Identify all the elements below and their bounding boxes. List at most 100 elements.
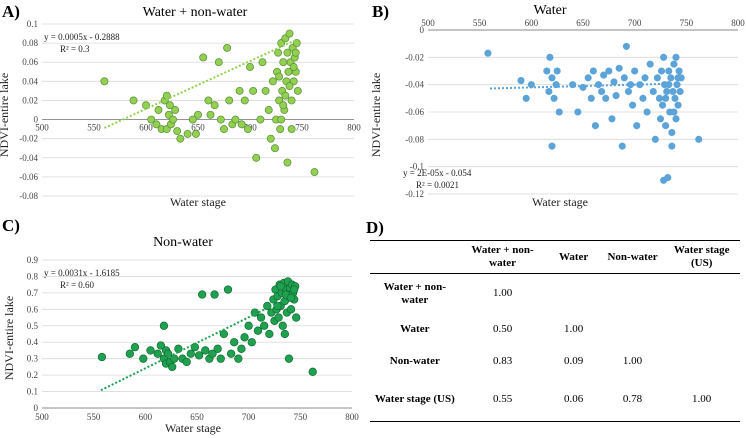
panel-a-ytick-label: 0.1 (27, 19, 38, 29)
panel-c-plot: 0 0.1 0.2 0.3 0.4 0.5 0.6 0.7 0.8 0.9 500 550 600 650… (27, 255, 360, 422)
panel-a-data-point (266, 134, 275, 143)
panel-a-ytick-label: 0.02 (22, 95, 38, 105)
panel-c-data-point (230, 338, 239, 347)
panel-b-data-point (670, 108, 678, 116)
panel-c-ytick-label: 0.2 (27, 370, 38, 380)
panel-a-data-point (154, 106, 163, 114)
panel-c-letter: C) (2, 216, 20, 235)
panel-b-data-point (674, 101, 682, 109)
panel-a-data-point (183, 129, 192, 138)
panel-a-data-point (214, 58, 223, 67)
panel-a-data-point (210, 101, 219, 110)
panel-c-data-point (226, 349, 236, 358)
panel-c-xtick-label: 700 (242, 412, 256, 422)
panel-c-data-point (253, 326, 263, 335)
panel-a-ytick-label: -0.08 (19, 191, 38, 201)
panel-c-ytick-label: 0.8 (27, 271, 39, 281)
table-cell: 1.00 (564, 323, 584, 335)
panel-b-data-point (672, 53, 680, 61)
panel-c-xtick-label: 750 (294, 412, 308, 422)
panel-b-data-point (670, 60, 678, 68)
panel-c-r2: R² = 0.60 (60, 280, 95, 290)
panel-a-data-point (279, 101, 288, 110)
panel-a-ylabel: NDVI-entire lake (0, 73, 11, 157)
panel-a-ytick-label: 0.04 (22, 76, 38, 86)
panel-b-ytick-label: -0.02 (405, 52, 424, 62)
panel-c-equation: y = 0.0031x - 1.6185 (44, 268, 120, 278)
panel-b-xtick-label: 700 (628, 18, 642, 28)
panel-b-data-point (653, 74, 661, 82)
panel-a-data-point (231, 115, 240, 124)
panel-a-data-point (188, 115, 197, 124)
panel-b-data-point (602, 94, 610, 102)
panel-b-chart: B) Water NDVI-entire lake Water stage y … (369, 2, 745, 209)
panel-b-data-point (546, 53, 554, 61)
panel-b-ytick-label: -0.12 (405, 189, 424, 199)
panel-a-data-point (206, 110, 215, 119)
panel-c-xtick-label: 500 (35, 412, 49, 422)
panel-b-data-point (522, 94, 530, 102)
panel-a-data-point (162, 91, 171, 100)
panel-a-data-point (173, 127, 182, 135)
panel-c-data-point (153, 349, 162, 358)
panel-b-data-point (598, 87, 606, 96)
panel-c-data-point (276, 282, 285, 291)
panel-a-data-point (171, 106, 180, 114)
panel-c-chart: C) Non-water NDVI-entire lake Water stag… (2, 216, 359, 435)
panel-a-data-point (264, 106, 273, 114)
panel-b-data-point (663, 87, 671, 96)
panel-a-xlabel: Water stage (170, 195, 226, 209)
panel-a-data-point (225, 96, 234, 105)
panel-b-data-point (664, 174, 672, 182)
panel-a-data-point (256, 115, 265, 124)
panel-a-data-point (291, 48, 300, 57)
panel-a-ytick-label: 0.08 (22, 38, 38, 48)
panel-a-data-point (191, 129, 200, 138)
panel-a-data-point (223, 43, 232, 52)
panel-a-data-point (152, 120, 161, 129)
panel-c-data-point (198, 290, 207, 299)
panel-c-xtick-label: 600 (139, 412, 153, 422)
panel-a-data-point (237, 120, 246, 129)
table-row: Non-water 0.83 0.09 1.00 (370, 346, 740, 378)
panel-b-xtick-label: 650 (576, 18, 590, 28)
panel-b-data-point (615, 64, 623, 72)
panel-b-data-point (600, 71, 608, 79)
panel-a-xtick-label: 500 (35, 123, 49, 133)
panel-a-data-point (274, 48, 283, 57)
panel-b-data-point (618, 142, 626, 150)
panel-b-data-point (659, 101, 667, 109)
panel-a-data-point (235, 86, 244, 95)
panel-a-data-point (283, 48, 292, 57)
panel-b-xtick-label: 600 (525, 18, 539, 28)
panel-c-title: Non-water (153, 235, 213, 250)
panel-b-data-point (589, 67, 597, 75)
panel-a-data-point (129, 96, 138, 105)
table-header-water-stage: Water stage (US) (673, 244, 730, 269)
panel-c-data-point (240, 333, 249, 342)
panel-c-ytick-label: 0.3 (27, 354, 39, 364)
panel-c-data-point (247, 338, 256, 347)
panel-a-data-point (271, 144, 279, 153)
panel-c-data-point (278, 321, 287, 330)
panel-a-data-point (252, 153, 261, 162)
panel-b-data-point (662, 122, 670, 130)
panel-b-xtick-label: 750 (680, 18, 694, 28)
panel-a-letter: A) (2, 2, 20, 21)
panel-b-data-point (605, 67, 613, 75)
panel-b-xtick-label: 500 (421, 18, 435, 28)
table-row: Water + non-water 1.00 (370, 274, 740, 314)
panel-a-data-point (258, 58, 267, 67)
panel-b-ytick-label: -0.04 (405, 80, 424, 90)
panel-c-data-point (201, 346, 210, 355)
panel-b-data-point (579, 83, 587, 91)
table-row-label: Non-water (389, 355, 440, 367)
panel-c-data-point (210, 290, 219, 299)
table-cell: 0.09 (564, 355, 584, 367)
panel-a-xtick-label: 550 (87, 123, 101, 133)
panel-c-data-point (146, 346, 155, 355)
panel-c-data-point (208, 349, 217, 358)
panel-a-data-point (220, 125, 228, 134)
panel-b-data-point (651, 135, 659, 143)
